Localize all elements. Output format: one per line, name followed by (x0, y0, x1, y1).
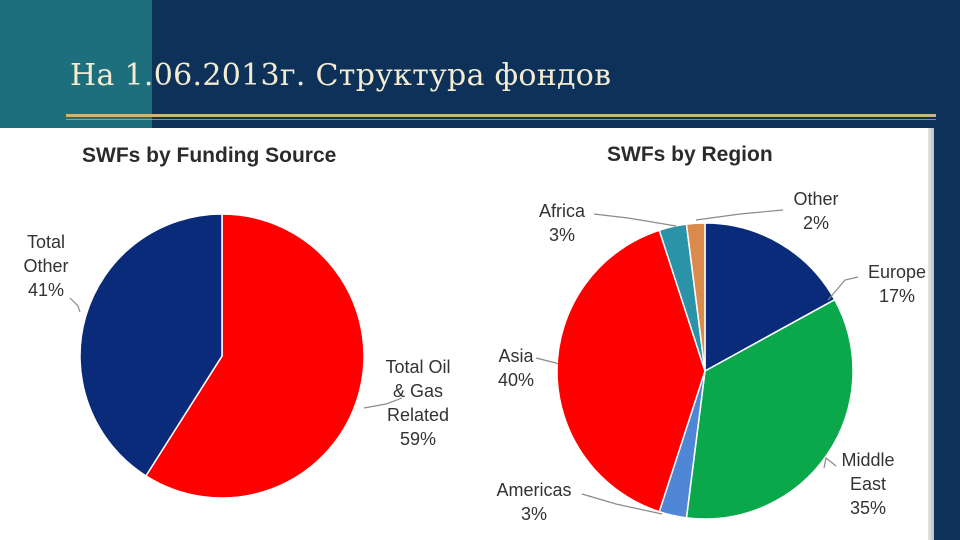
chart-title-funding: SWFs by Funding Source (82, 144, 336, 167)
leader-line-1-5 (695, 209, 784, 221)
slice-label-1-0: Europe 17% (868, 262, 926, 306)
chart-title-region: SWFs by Region (607, 143, 773, 166)
leader-line-0-0 (363, 397, 403, 409)
leader-lines (69, 209, 859, 515)
pie-slice-1-5 (685, 222, 706, 372)
slice-label-1-3: Asia 40% (498, 346, 535, 390)
pie-slice-0-1 (79, 213, 223, 477)
slice-labels: Total Oil & Gas Related 59% Total Other 41% Eur… (23, 189, 926, 524)
slice-label-0-0: Total Oil & Gas Related 59% (385, 357, 450, 449)
leader-line-1-4 (593, 213, 677, 227)
slice-label-1-2: Americas 3% (496, 480, 571, 524)
leader-line-1-3 (535, 357, 559, 365)
pie-slice-1-0 (704, 222, 836, 373)
slice-label-1-5: Other 2% (793, 189, 838, 233)
slice-label-1-1: Middle East 35% (841, 450, 894, 518)
chart-panel-edge (928, 128, 934, 540)
slice-label-1-4: Africa 3% (539, 201, 586, 245)
title-underline-thin (66, 119, 936, 120)
leader-line-1-2 (581, 493, 663, 515)
leader-line-0-1 (69, 297, 81, 313)
pie-slices (79, 213, 854, 520)
leader-line-1-0 (827, 276, 859, 301)
slide-title: На 1.06.2013г. Структура фондов (70, 58, 612, 93)
slice-label-0-1: Total Other 41% (23, 232, 68, 300)
leader-line-1-1 (823, 456, 837, 469)
title-underline (66, 114, 936, 117)
pie-slice-0-0 (144, 213, 365, 499)
pie-slice-1-3 (556, 229, 706, 513)
pie-slice-1-1 (685, 298, 854, 520)
